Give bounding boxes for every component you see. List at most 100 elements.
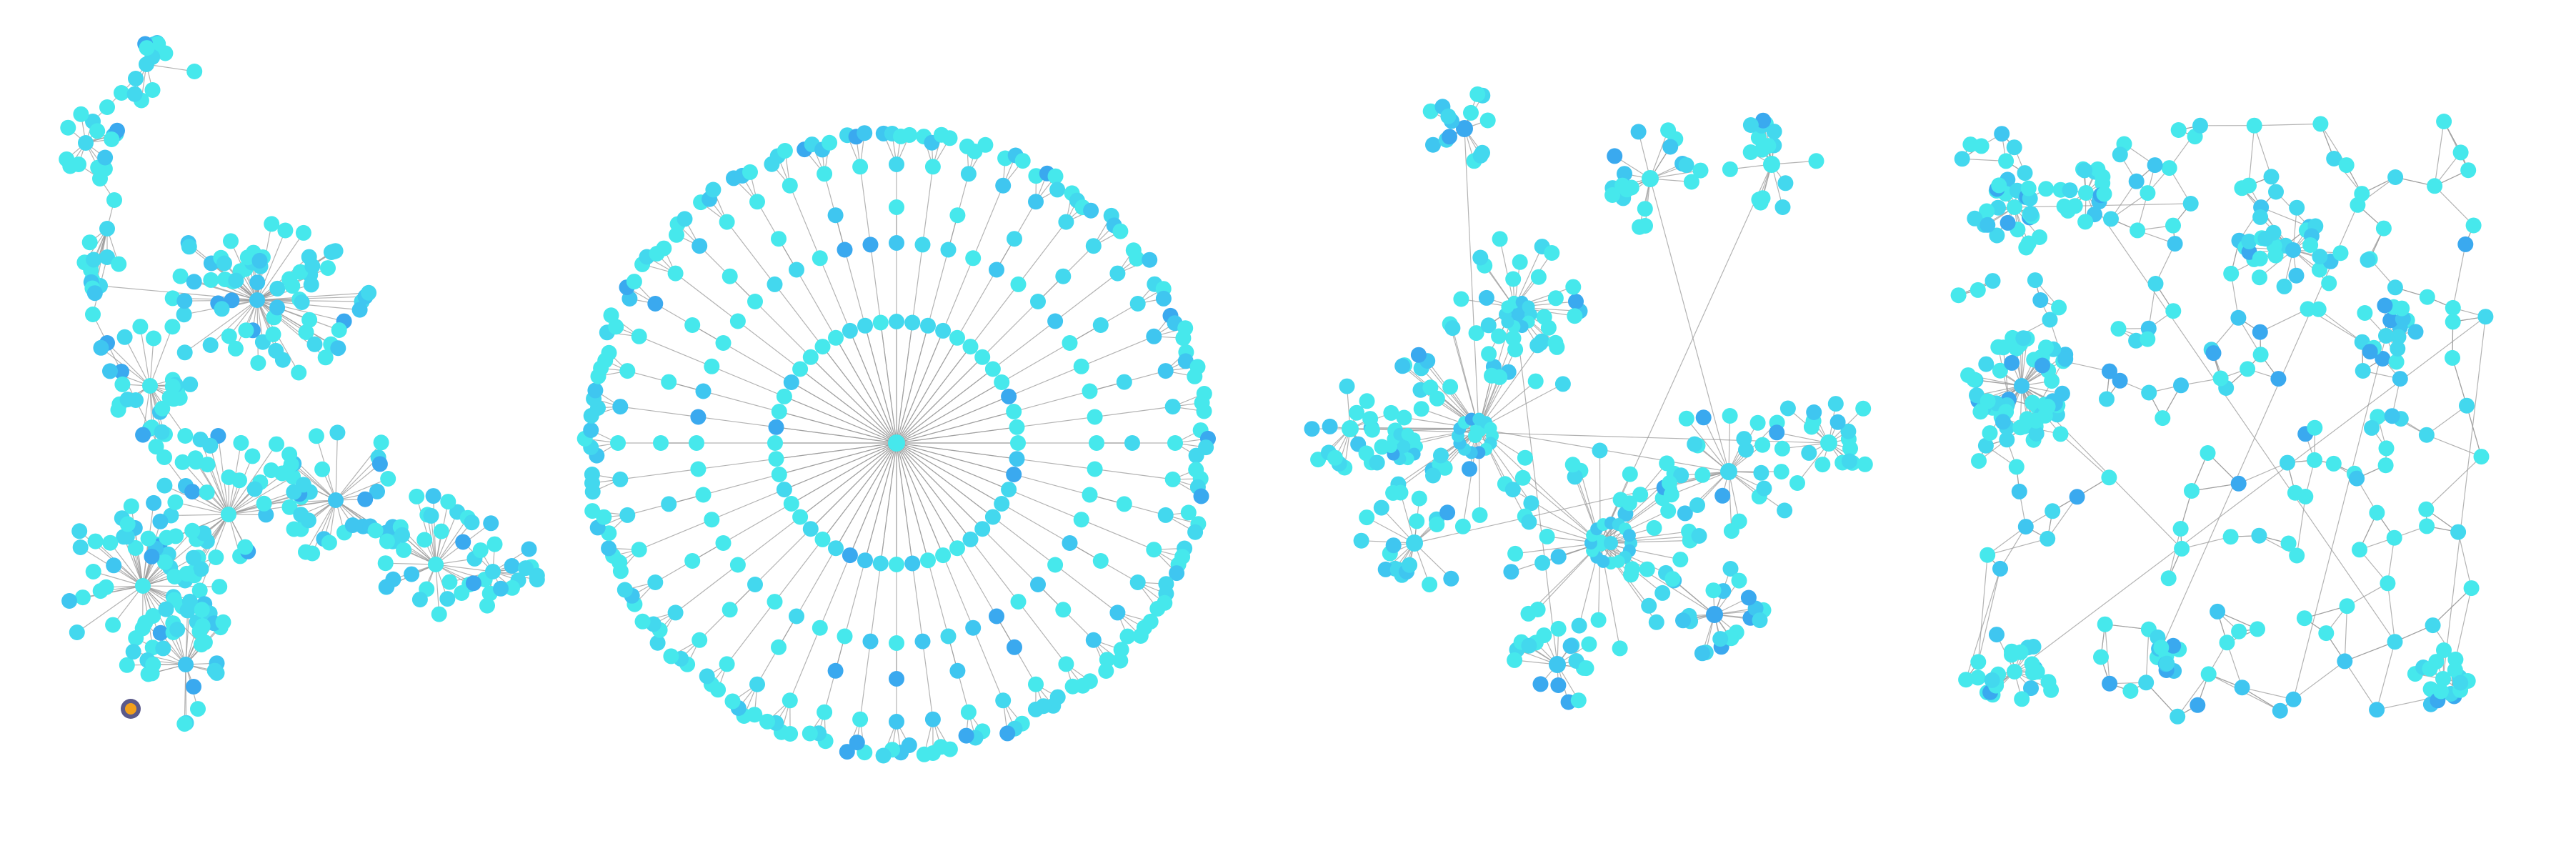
graph-node	[137, 614, 154, 631]
graph-node	[1454, 518, 1471, 534]
graph-node	[1146, 542, 1162, 558]
graph-node	[1058, 656, 1074, 672]
graph-node	[2418, 501, 2435, 517]
graph-node	[441, 574, 458, 590]
graph-node	[994, 374, 1010, 390]
graph-node	[2161, 160, 2177, 176]
graph-node	[1966, 372, 1982, 388]
graph-node	[684, 317, 701, 333]
graph-node	[2392, 371, 2408, 387]
graph-node	[135, 427, 151, 443]
graph-node	[2435, 671, 2451, 687]
graph-edge	[1987, 538, 2048, 556]
graph-node	[298, 544, 314, 560]
graph-edge	[620, 406, 699, 418]
graph-node	[2445, 314, 2461, 330]
graph-edge	[1977, 568, 2001, 662]
graph-node	[1064, 678, 1081, 695]
graph-node	[294, 294, 310, 310]
graph-node	[293, 507, 309, 523]
graph-node	[521, 541, 537, 557]
graph-edge	[335, 432, 338, 501]
graph-node	[2112, 146, 2128, 163]
graph-node	[439, 591, 456, 607]
graph-node	[2436, 642, 2452, 658]
graph-edge	[175, 502, 229, 515]
graph-node	[1571, 617, 1587, 634]
graph-node	[1055, 268, 1072, 284]
graph-node	[852, 711, 869, 727]
graph-node	[1327, 449, 1343, 466]
graph-node	[196, 634, 213, 650]
graph-node	[1855, 400, 1872, 417]
graph-node	[181, 239, 197, 255]
graph-node	[1468, 325, 1484, 342]
graph-node	[1999, 432, 2015, 448]
graph-node	[111, 256, 127, 272]
graph-node	[1570, 692, 1587, 709]
graph-node	[1842, 440, 1858, 457]
graph-node	[269, 280, 286, 297]
graph-node	[768, 419, 784, 435]
graph-node	[1755, 112, 1772, 129]
graph-node	[1444, 320, 1461, 337]
graph-node	[1129, 251, 1145, 267]
graph-edge	[703, 390, 897, 444]
graph-node	[2312, 249, 2328, 264]
graph-node	[587, 382, 604, 399]
graph-node	[246, 481, 263, 497]
graph-node	[1678, 410, 1694, 427]
graph-node	[269, 299, 286, 316]
graph-node	[1777, 502, 1793, 519]
graph-node	[1662, 139, 1679, 155]
graph-node	[97, 149, 114, 166]
graph-node	[1567, 308, 1583, 324]
graph-node	[2000, 214, 2016, 231]
graph-node	[1124, 435, 1140, 451]
graph-node	[1604, 536, 1618, 550]
graph-node	[157, 554, 173, 570]
graph-edge	[1094, 468, 1173, 480]
graph-node	[85, 564, 101, 579]
graph-node	[144, 82, 161, 98]
graph-node	[904, 555, 921, 572]
graph-node	[464, 514, 480, 531]
graph-node	[1322, 418, 1338, 434]
graph-node	[1534, 554, 1551, 571]
graph-node	[2140, 331, 2156, 347]
graph-edge	[1599, 542, 1715, 615]
graph-node	[2332, 245, 2349, 262]
graph-edge	[2434, 185, 2475, 226]
graph-node	[888, 434, 905, 452]
graph-node	[1462, 461, 1477, 477]
graph-node	[2296, 610, 2312, 627]
graph-node	[1062, 535, 1078, 551]
graph-node	[281, 499, 298, 515]
graph-node	[1409, 513, 1425, 529]
graph-edge	[1649, 178, 1729, 472]
graph-node	[1397, 439, 1411, 454]
graph-edge	[2457, 532, 2472, 589]
graph-node	[379, 533, 395, 549]
graph-node	[661, 496, 677, 512]
graph-node	[920, 317, 936, 334]
graph-node	[274, 352, 291, 368]
graph-node	[1479, 112, 1496, 129]
graph-node	[1754, 437, 1771, 453]
graph-edge	[789, 185, 821, 259]
graph-edge	[727, 601, 775, 665]
graph-edge	[2432, 587, 2472, 626]
graph-node	[1992, 362, 2008, 379]
graph-node	[1984, 672, 2000, 688]
graph-node	[612, 471, 629, 487]
graph-node	[1010, 594, 1027, 610]
graph-node	[1998, 153, 2015, 169]
graph-node	[314, 461, 331, 477]
graph-node	[1722, 161, 1738, 177]
graph-edge	[2145, 629, 2150, 683]
graph-edge	[896, 442, 974, 628]
graph-node	[2014, 378, 2030, 394]
graph-node	[767, 276, 783, 292]
graph-node	[2477, 309, 2494, 325]
graph-node	[1562, 638, 1579, 655]
